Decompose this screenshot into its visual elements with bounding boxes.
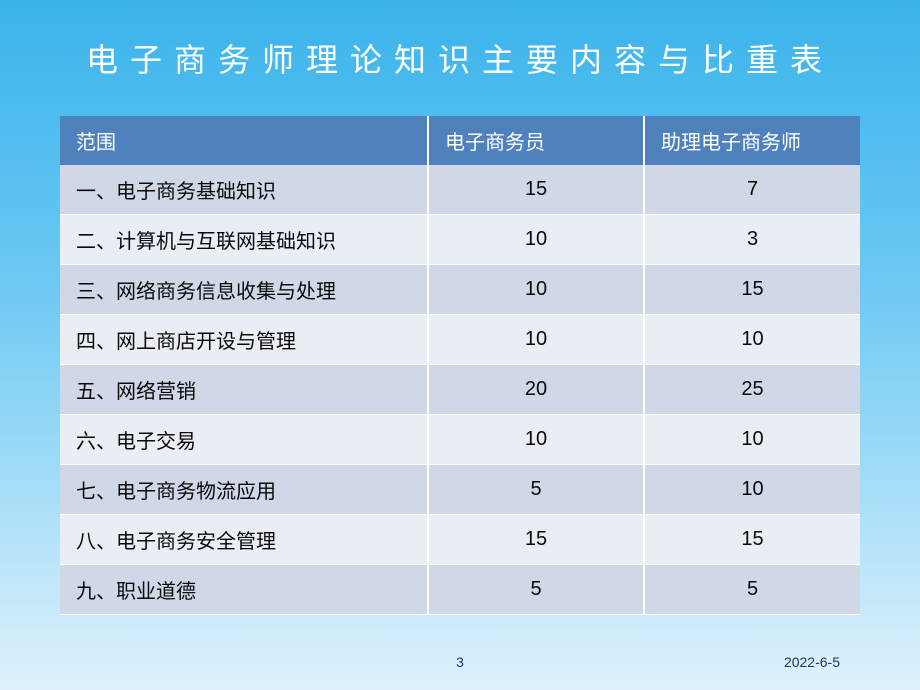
page-number: 3: [456, 654, 464, 670]
slide: 电子商务师理论知识主要内容与比重表 范围 电子商务员 助理电子商务师 一、电子商…: [0, 0, 920, 690]
table-row: 五、网络营销 20 25: [60, 365, 860, 415]
cell-category: 二、计算机与互联网基础知识: [60, 215, 428, 265]
cell-value: 10: [428, 315, 644, 365]
table-row: 七、电子商务物流应用 5 10: [60, 465, 860, 515]
slide-date: 2022-6-5: [784, 654, 840, 670]
cell-value: 10: [644, 415, 860, 465]
cell-value: 15: [428, 515, 644, 565]
cell-category: 五、网络营销: [60, 365, 428, 415]
cell-category: 七、电子商务物流应用: [60, 465, 428, 515]
cell-value: 5: [428, 565, 644, 615]
column-header-scope: 范围: [60, 116, 428, 165]
cell-value: 10: [428, 215, 644, 265]
table-row: 二、计算机与互联网基础知识 10 3: [60, 215, 860, 265]
column-header-assistant: 助理电子商务师: [644, 116, 860, 165]
slide-footer: 3 2022-6-5: [0, 654, 920, 670]
cell-category: 九、职业道德: [60, 565, 428, 615]
weight-table: 范围 电子商务员 助理电子商务师 一、电子商务基础知识 15 7 二、计算机与互…: [60, 116, 860, 615]
cell-value: 5: [428, 465, 644, 515]
cell-category: 六、电子交易: [60, 415, 428, 465]
cell-value: 25: [644, 365, 860, 415]
table-header-row: 范围 电子商务员 助理电子商务师: [60, 116, 860, 165]
cell-category: 四、网上商店开设与管理: [60, 315, 428, 365]
cell-category: 八、电子商务安全管理: [60, 515, 428, 565]
cell-value: 15: [428, 165, 644, 215]
table-row: 三、网络商务信息收集与处理 10 15: [60, 265, 860, 315]
cell-value: 10: [644, 315, 860, 365]
cell-value: 15: [644, 265, 860, 315]
table-row: 八、电子商务安全管理 15 15: [60, 515, 860, 565]
cell-value: 5: [644, 565, 860, 615]
cell-value: 7: [644, 165, 860, 215]
table-container: 范围 电子商务员 助理电子商务师 一、电子商务基础知识 15 7 二、计算机与互…: [60, 116, 860, 615]
cell-category: 三、网络商务信息收集与处理: [60, 265, 428, 315]
cell-category: 一、电子商务基础知识: [60, 165, 428, 215]
table-row: 四、网上商店开设与管理 10 10: [60, 315, 860, 365]
slide-title: 电子商务师理论知识主要内容与比重表: [60, 35, 860, 81]
cell-value: 10: [644, 465, 860, 515]
table-row: 九、职业道德 5 5: [60, 565, 860, 615]
cell-value: 20: [428, 365, 644, 415]
cell-value: 10: [428, 265, 644, 315]
cell-value: 3: [644, 215, 860, 265]
cell-value: 15: [644, 515, 860, 565]
cell-value: 10: [428, 415, 644, 465]
column-header-clerk: 电子商务员: [428, 116, 644, 165]
table-row: 六、电子交易 10 10: [60, 415, 860, 465]
table-row: 一、电子商务基础知识 15 7: [60, 165, 860, 215]
